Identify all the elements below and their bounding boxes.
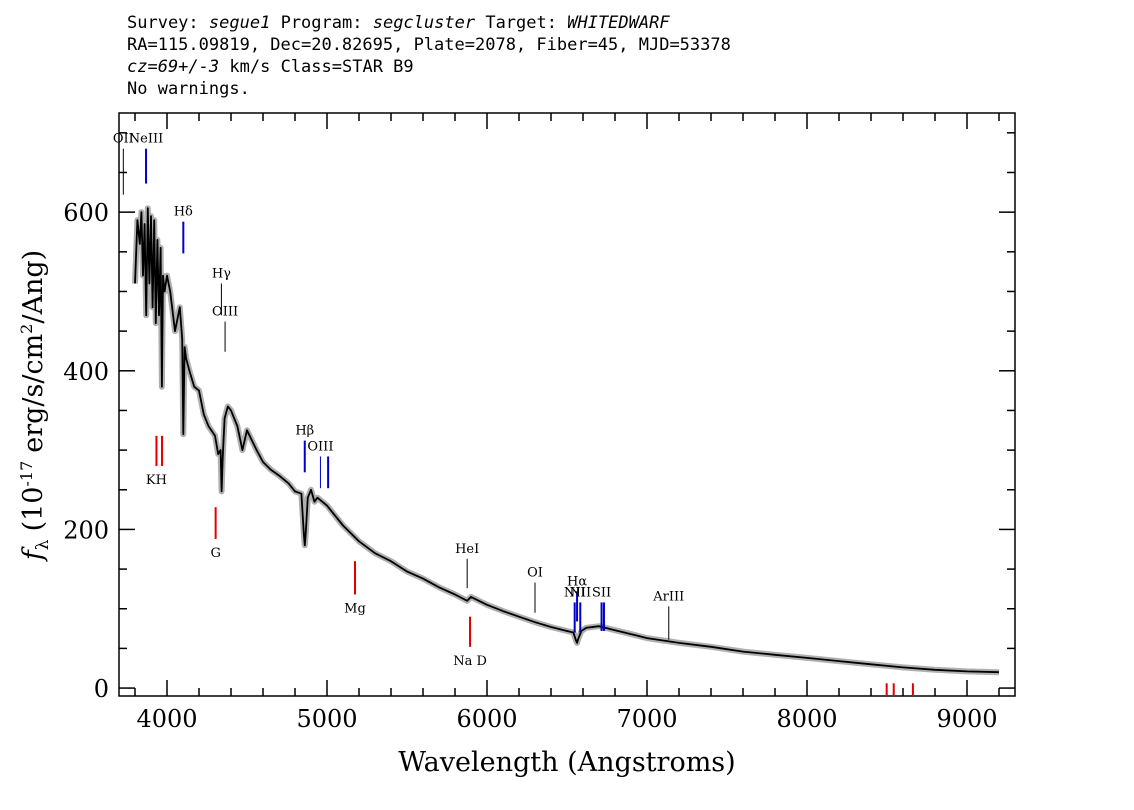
emission-line-label: Hα: [567, 574, 587, 589]
header-line-survey: Survey: segue1 Program: segcluster Targe…: [127, 12, 731, 34]
x-tick-label: 4000: [136, 705, 197, 733]
absorption-line-label: G: [210, 546, 220, 561]
emission-line-label: Hβ: [295, 424, 314, 439]
absorption-line-label: KH: [146, 473, 167, 488]
y-axis-label-text: (10: [18, 487, 49, 532]
x-tick-label: 5000: [296, 705, 357, 733]
x-tick-label: 6000: [456, 705, 517, 733]
x-axis-title: Wavelength (Angstroms): [398, 747, 735, 778]
emission-line-label: OIII: [307, 439, 333, 454]
emission-line-label: NeIII: [129, 132, 163, 147]
emission-line-label: OIII: [212, 305, 238, 320]
spectrum-header: Survey: segue1 Program: segcluster Targe…: [127, 12, 731, 100]
y-axis-label-tail: /Ang): [18, 250, 49, 324]
emission-line-label: NII: [569, 585, 591, 600]
flux-line: [134, 207, 1000, 674]
x-tick-label: 7000: [616, 705, 677, 733]
absorption-line-label: Mg: [344, 601, 366, 616]
emission-line-label: Hγ: [212, 267, 231, 282]
cz-value: cz=69+/-3: [127, 57, 220, 77]
plot-frame: [118, 112, 1016, 697]
target-label: Target:: [485, 13, 557, 33]
y-axis-title: fλ (10-17 erg/s/cm2/Ang): [17, 250, 53, 562]
emission-line-label: ArIII: [652, 589, 684, 604]
y-tick-label: 200: [63, 516, 109, 544]
y-axis-symbol: f: [18, 546, 49, 562]
y-axis-label-exponent: -17: [17, 461, 36, 487]
y-tick-label: 600: [63, 199, 109, 227]
axis-ticks: [119, 113, 1015, 696]
flux-error-band: [132, 205, 1000, 676]
y-tick-label: 0: [94, 675, 109, 703]
program-label: Program:: [280, 13, 363, 33]
header-line-redshift: cz=69+/-3 km/s Class=STAR B9: [127, 56, 731, 78]
target-value: WHITEDWARF: [567, 13, 670, 33]
y-axis-symbol-subscript: λ: [33, 539, 53, 550]
x-tick-label: 9000: [936, 705, 997, 733]
class-text: Class=STAR B9: [280, 57, 414, 77]
header-line-warnings: No warnings.: [127, 79, 250, 99]
survey-label: Survey:: [127, 13, 199, 33]
program-value: segcluster: [372, 13, 476, 33]
emission-line-label: Hδ: [174, 205, 193, 220]
emission-line-label: SII: [592, 585, 611, 600]
y-axis-label-units: erg/s/cm: [18, 334, 49, 453]
absorption-line-label: Na D: [453, 654, 487, 669]
survey-value: segue1: [208, 13, 271, 33]
y-tick-label: 400: [63, 358, 109, 386]
x-tick-label: 8000: [776, 705, 837, 733]
y-axis-label-squared: 2: [17, 324, 36, 334]
header-line-coordinates: RA=115.09819, Dec=20.82695, Plate=2078, …: [127, 35, 731, 55]
emission-line-label: NII: [564, 585, 586, 600]
emission-line-label: OI: [527, 566, 543, 581]
axis-tick-labels: 4000 5000 6000 7000 8000 9000 0 200 400 600: [63, 199, 997, 733]
emission-line-label: HeI: [455, 542, 479, 557]
emission-line-label: OII: [113, 132, 134, 147]
cz-units: km/s: [229, 57, 271, 77]
